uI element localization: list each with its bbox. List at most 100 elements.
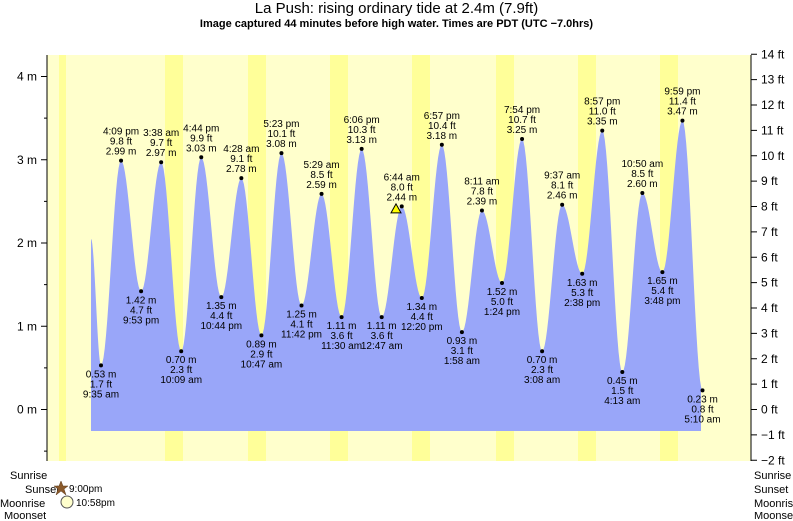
low-tide-label: 1.65 m bbox=[647, 276, 678, 287]
low-tide-label: 1:58 am bbox=[444, 356, 480, 367]
right-tick-label: 10 ft bbox=[761, 149, 785, 163]
low-tide-point bbox=[179, 349, 184, 354]
high-tide-label: 11.4 ft bbox=[669, 97, 696, 108]
low-tide-label: 0.89 m bbox=[246, 339, 277, 350]
low-tide-label: 11:30 am bbox=[321, 341, 362, 352]
low-tide-label: 0.93 m bbox=[447, 336, 478, 347]
right-tick-label: 13 ft bbox=[761, 73, 785, 87]
left-tick-label: 1 m bbox=[17, 319, 37, 333]
low-tide-point bbox=[700, 388, 705, 393]
low-tide-label: 5.0 ft bbox=[491, 297, 513, 308]
low-tide-point bbox=[419, 295, 424, 300]
low-tide-label: 4.4 ft bbox=[411, 312, 433, 323]
high-tide-label: 9.7 ft bbox=[150, 138, 172, 149]
low-tide-label: 4:13 am bbox=[604, 396, 640, 407]
high-tide-label: 7:54 pm bbox=[504, 105, 540, 116]
high-tide-point bbox=[399, 204, 404, 209]
high-tide-label: 9.1 ft bbox=[230, 154, 252, 165]
low-tide-label: 5.3 ft bbox=[571, 288, 593, 299]
low-tide-label: 1.35 m bbox=[206, 301, 237, 312]
night-stripe bbox=[59, 55, 66, 461]
high-tide-point bbox=[359, 146, 364, 151]
low-tide-label: 0.23 m bbox=[687, 394, 718, 405]
high-tide-label: 6:57 pm bbox=[424, 111, 460, 122]
high-tide-point bbox=[279, 151, 284, 156]
high-tide-point bbox=[640, 191, 645, 196]
high-tide-label: 2.46 m bbox=[547, 191, 578, 202]
high-tide-point bbox=[239, 176, 244, 181]
low-tide-point bbox=[660, 270, 665, 275]
high-tide-label: 3.25 m bbox=[507, 125, 538, 136]
low-tide-label: 12:47 am bbox=[361, 341, 403, 352]
legend-right-moonrise: Moonrise bbox=[754, 498, 793, 510]
low-tide-point bbox=[459, 330, 464, 335]
current-level-marker bbox=[390, 202, 402, 214]
high-tide-label: 11.0 ft bbox=[589, 107, 616, 118]
sunset-time: 9:00pm bbox=[69, 484, 103, 495]
high-tide-label: 2.99 m bbox=[106, 147, 137, 158]
high-tide-label: 3.35 m bbox=[587, 117, 618, 128]
low-tide-label: 2.3 ft bbox=[531, 365, 553, 376]
low-tide-label: 1.7 ft bbox=[90, 379, 112, 390]
high-tide-label: 10:50 am bbox=[621, 159, 663, 170]
high-tide-label: 3.03 m bbox=[186, 143, 217, 154]
high-tide-point bbox=[439, 142, 444, 147]
low-tide-label: 0.45 m bbox=[607, 376, 638, 387]
high-tide-point bbox=[119, 158, 124, 163]
moon-icon bbox=[60, 495, 74, 509]
high-tide-label: 8:11 am bbox=[464, 177, 499, 188]
low-tide-label: 1:24 pm bbox=[484, 307, 520, 318]
low-tide-label: 3:48 pm bbox=[644, 296, 680, 307]
low-tide-label: 4.1 ft bbox=[290, 319, 312, 330]
right-tick-label: 11 ft bbox=[761, 123, 784, 137]
low-tide-label: 0.8 ft bbox=[691, 404, 713, 415]
high-tide-label: 5:23 pm bbox=[263, 119, 299, 130]
low-tide-label: 3.6 ft bbox=[371, 331, 393, 342]
high-tide-label: 8:57 pm bbox=[584, 97, 620, 108]
high-tide-point bbox=[319, 191, 324, 196]
high-tide-label: 4:44 pm bbox=[183, 123, 219, 134]
high-tide-label: 2.78 m bbox=[226, 164, 257, 175]
left-tick-label: 3 m bbox=[17, 153, 37, 167]
right-tick-label: 0 ft bbox=[761, 403, 778, 417]
low-tide-label: 10:47 am bbox=[241, 359, 283, 370]
high-tide-point bbox=[680, 118, 685, 123]
right-tick-label: 12 ft bbox=[761, 98, 785, 112]
low-tide-label: 4.7 ft bbox=[130, 305, 152, 316]
high-tide-label: 2.39 m bbox=[467, 197, 498, 208]
low-tide-label: 2.3 ft bbox=[170, 365, 192, 376]
low-tide-label: 5:10 am bbox=[684, 414, 720, 425]
high-tide-label: 2.97 m bbox=[146, 148, 177, 159]
high-tide-label: 4:28 am bbox=[223, 144, 259, 155]
tide-area bbox=[91, 120, 703, 432]
high-tide-point bbox=[479, 208, 484, 213]
high-tide-point bbox=[199, 155, 204, 160]
low-tide-label: 1.11 m bbox=[327, 321, 357, 332]
right-tick-label: 5 ft bbox=[761, 276, 778, 290]
high-tide-label: 2.60 m bbox=[627, 179, 658, 190]
legend-left-moonrise: Moonrise bbox=[0, 498, 46, 510]
right-tick-label: 4 ft bbox=[761, 301, 778, 315]
moonrise-time: 10:58pm bbox=[76, 498, 115, 509]
low-tide-label: 0.70 m bbox=[527, 355, 558, 366]
low-tide-label: 2:38 pm bbox=[564, 298, 600, 309]
legend-left-sunset: Sunset bbox=[25, 484, 60, 496]
legend-right-sunrise: Sunrise bbox=[754, 470, 792, 482]
low-tide-label: 4.4 ft bbox=[210, 311, 232, 322]
right-tick-label: 3 ft bbox=[761, 326, 778, 340]
legend-right-moonset: Moonset bbox=[754, 512, 793, 521]
low-tide-label: 0.53 m bbox=[86, 369, 117, 380]
low-tide-label: 1.11 m bbox=[367, 321, 397, 332]
low-tide-label: 1.34 m bbox=[407, 302, 438, 313]
right-tick-label: 9 ft bbox=[761, 174, 778, 188]
right-tick-label: 14 ft bbox=[761, 47, 785, 61]
high-tide-point bbox=[159, 160, 164, 165]
low-tide-label: 0.70 m bbox=[166, 355, 197, 366]
high-tide-label: 8.5 ft bbox=[310, 170, 332, 181]
right-tick-label: 1 ft bbox=[761, 377, 778, 391]
high-tide-label: 8.5 ft bbox=[631, 169, 653, 180]
low-tide-label: 9:53 pm bbox=[123, 315, 159, 326]
right-tick-label: 6 ft bbox=[761, 250, 778, 264]
high-tide-label: 4:09 pm bbox=[103, 127, 139, 138]
